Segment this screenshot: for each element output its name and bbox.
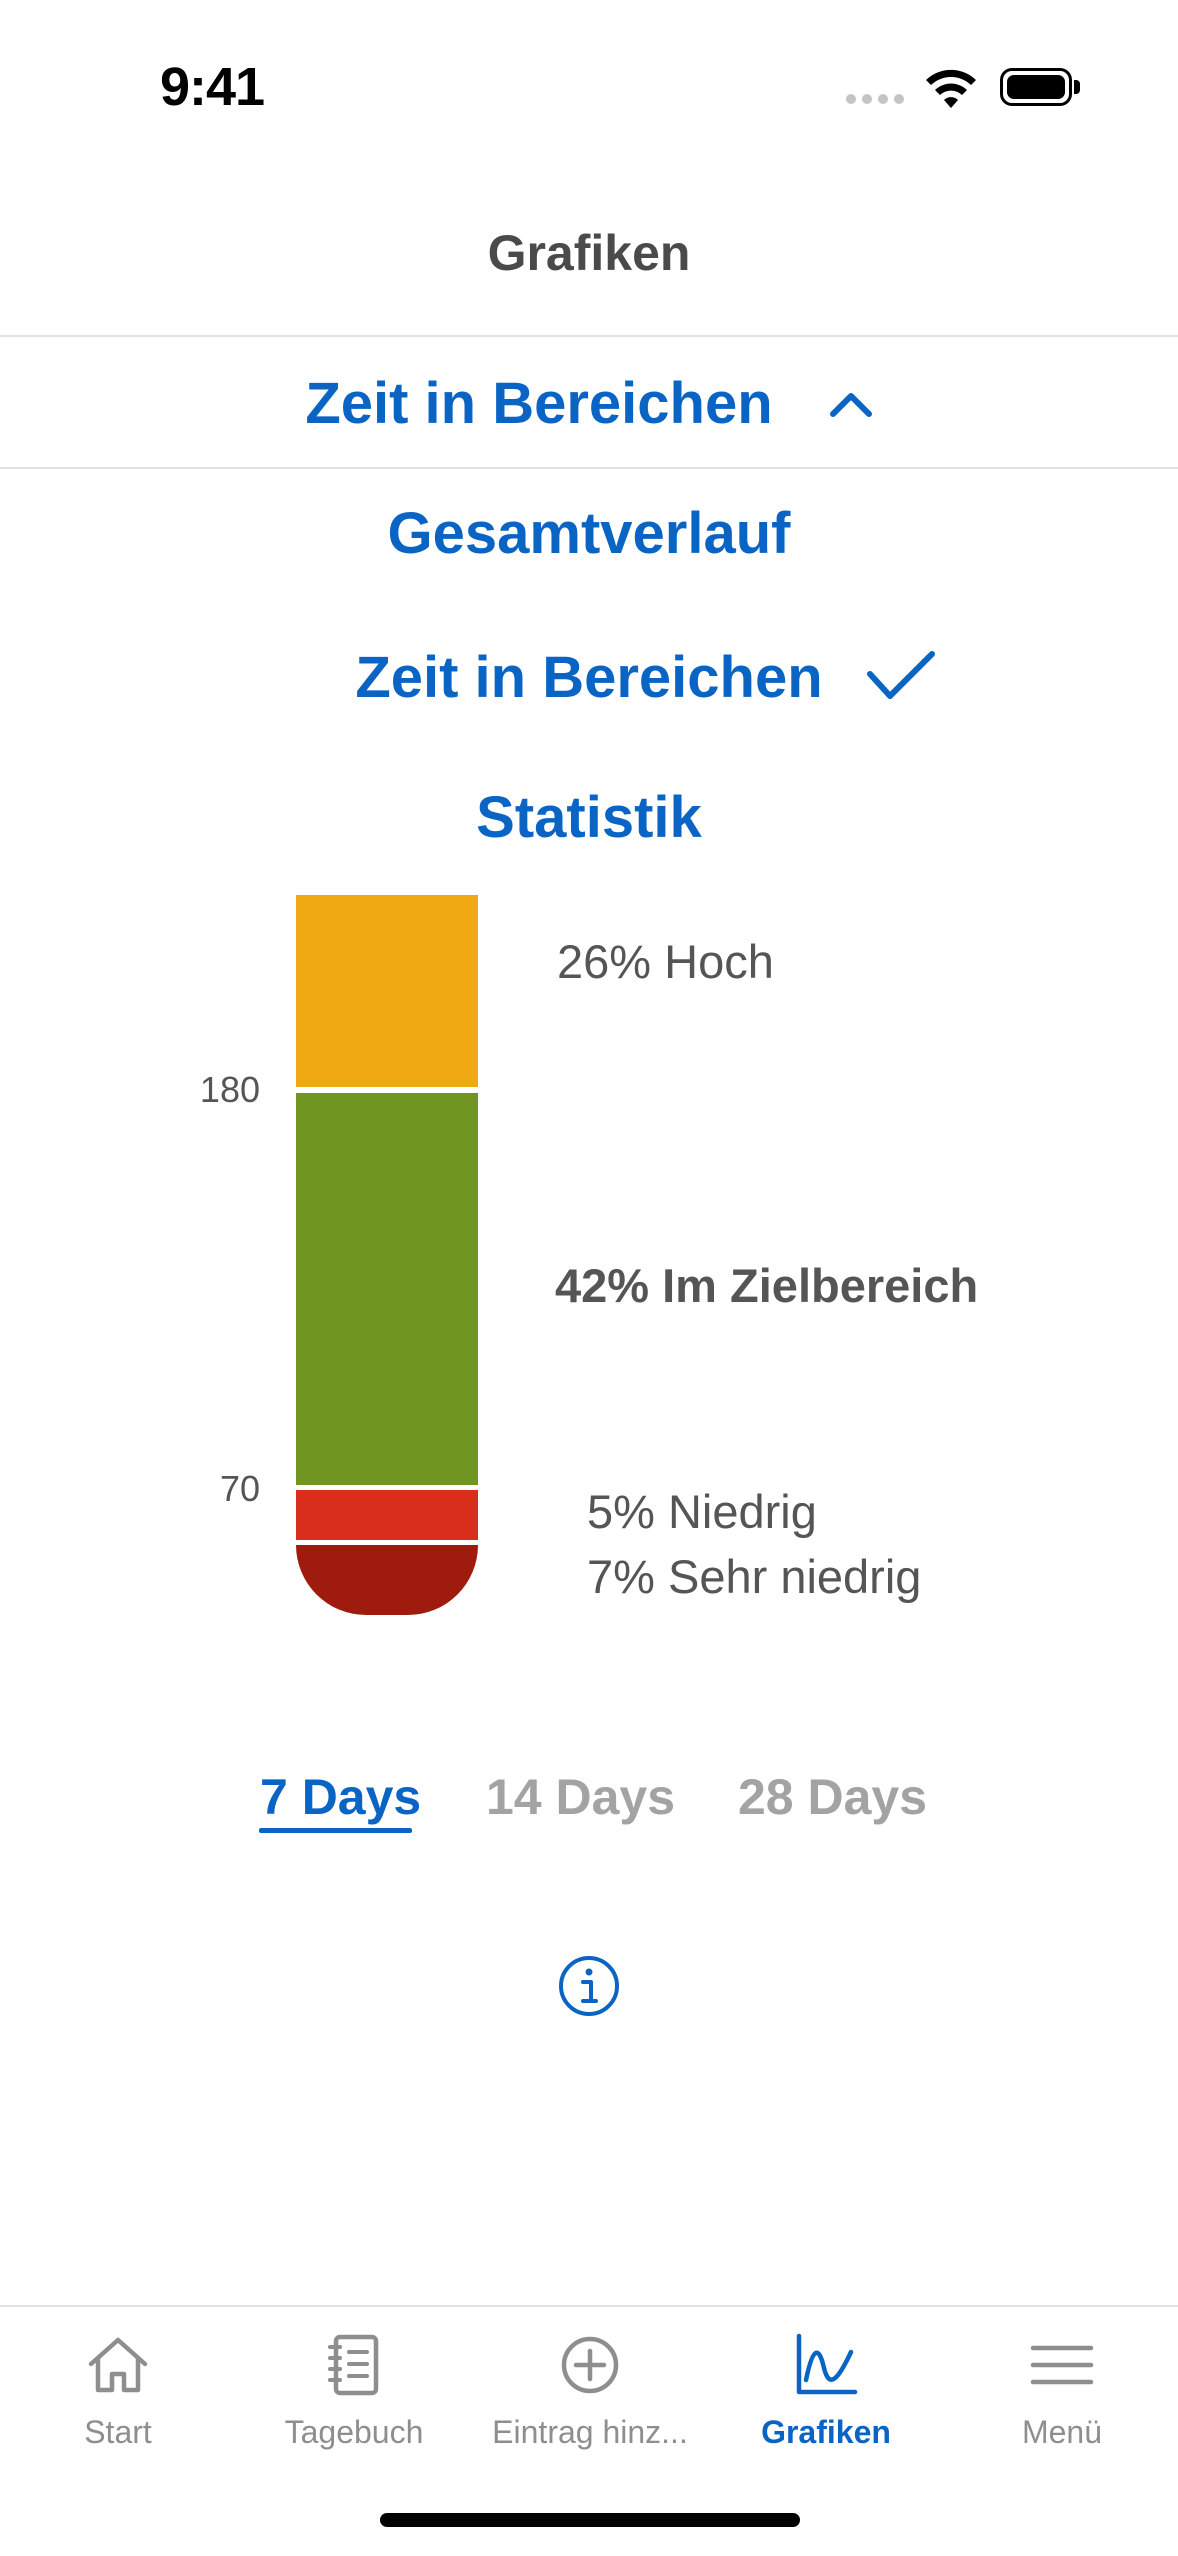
period-tab-28-days[interactable]: 28 Days [738, 1769, 928, 1825]
tab-grafiken[interactable]: Grafiken [708, 2330, 944, 2451]
tabbar-divider [0, 2305, 1178, 2307]
chart-type-selector[interactable]: Zeit in Bereichen [0, 338, 1178, 468]
threshold-label-70: 70 [219, 1468, 260, 1509]
menu-option-statistik[interactable]: Statistik [476, 785, 702, 850]
menu-option-zeit-in-bereichen[interactable]: Zeit in Bereichen [355, 645, 823, 710]
chart-segment-low [296, 1490, 478, 1540]
chart-segment-high [296, 895, 478, 1087]
range-label-very-low: 7% Sehr niedrig [587, 1550, 922, 1603]
period-tab-7-days[interactable]: 7 Days [260, 1769, 422, 1825]
selector-divider [0, 467, 1178, 469]
info-icon[interactable] [558, 1955, 620, 2017]
page-title: Grafiken [487, 225, 691, 281]
tab-eintrag-hinzufuegen[interactable]: Eintrag hinz... [472, 2330, 708, 2451]
cellular-signal-icon [846, 94, 904, 106]
tab-tagebuch[interactable]: Tagebuch [236, 2330, 472, 2451]
tab-label-tagebuch: Tagebuch [284, 2414, 424, 2450]
chart-icon [796, 2333, 858, 2395]
menu-option-gesamtverlauf[interactable]: Gesamtverlauf [387, 501, 791, 566]
tab-start[interactable]: Start [0, 2330, 236, 2451]
tab-label-start: Start [84, 2414, 152, 2450]
home-icon [88, 2337, 148, 2393]
battery-tip [1074, 80, 1080, 94]
battery-icon [1000, 68, 1072, 106]
header-divider [0, 335, 1178, 337]
status-time: 9:41 [160, 57, 265, 117]
tab-label-menue: Menü [1021, 2414, 1103, 2450]
checkmark-icon [867, 651, 935, 699]
range-label-high: 26% Hoch [557, 935, 774, 988]
period-tab-14-days[interactable]: 14 Days [486, 1769, 676, 1825]
chart-segment-target [296, 1093, 478, 1485]
tab-label-grafiken: Grafiken [761, 2414, 891, 2450]
plus-circle-icon [561, 2336, 619, 2394]
home-indicator [380, 2513, 800, 2527]
tab-label-eintrag-hinzufuegen: Eintrag hinz... [492, 2414, 688, 2450]
wifi-icon [926, 69, 976, 108]
tab-menue[interactable]: Menü [944, 2330, 1178, 2451]
notebook-icon [328, 2334, 379, 2396]
chevron-up-icon [829, 393, 872, 417]
range-label-target: 42% Im Zielbereich [555, 1259, 979, 1312]
period-tab-underline [259, 1828, 412, 1833]
menu-icon [1030, 2345, 1094, 2385]
selector-label: Zeit in Bereichen [305, 370, 773, 436]
threshold-label-180: 180 [199, 1069, 260, 1110]
range-label-low: 5% Niedrig [587, 1485, 817, 1538]
chart-segment-very-low [296, 1545, 478, 1615]
